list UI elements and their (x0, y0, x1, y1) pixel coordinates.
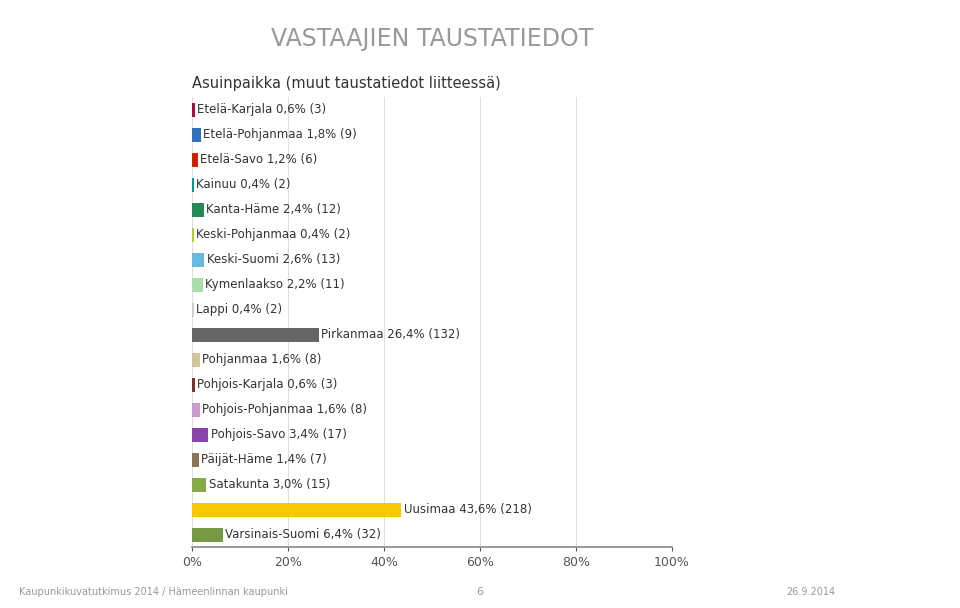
Bar (192, 153, 198, 167)
Text: Satakunta 3,0% (15): Satakunta 3,0% (15) (209, 478, 330, 491)
Text: Kaupunkikuvatutkimus 2014 / Hämeenlinnan kaupunki: Kaupunkikuvatutkimus 2014 / Hämeenlinnan… (19, 587, 288, 597)
Text: Päijät-Häme 1,4% (7): Päijät-Häme 1,4% (7) (202, 453, 326, 466)
Bar (192, 478, 206, 492)
Bar (192, 453, 199, 466)
Text: VASTAAJIEN TAUSTATIEDOT: VASTAAJIEN TAUSTATIEDOT (271, 27, 593, 51)
Bar (192, 253, 204, 267)
Text: Pohjois-Savo 3,4% (17): Pohjois-Savo 3,4% (17) (211, 428, 347, 441)
Bar (192, 503, 401, 517)
Bar (192, 278, 203, 292)
Bar (192, 378, 195, 392)
Text: Pirkanmaa 26,4% (132): Pirkanmaa 26,4% (132) (321, 328, 460, 341)
Text: Pohjanmaa 1,6% (8): Pohjanmaa 1,6% (8) (203, 353, 322, 366)
Text: Varsinais-Suomi 6,4% (32): Varsinais-Suomi 6,4% (32) (225, 528, 381, 541)
Bar (192, 428, 208, 441)
Text: Kymenlaakso 2,2% (11): Kymenlaakso 2,2% (11) (205, 278, 345, 291)
Bar (192, 353, 200, 367)
Text: Uusimaa 43,6% (218): Uusimaa 43,6% (218) (403, 503, 532, 516)
Text: 6: 6 (476, 587, 484, 597)
Bar (192, 103, 195, 117)
Bar (192, 128, 201, 142)
Text: Pohjois-Pohjanmaa 1,6% (8): Pohjois-Pohjanmaa 1,6% (8) (203, 403, 367, 416)
Text: Asuinpaikka (muut taustatiedot liitteessä): Asuinpaikka (muut taustatiedot liitteess… (192, 76, 501, 91)
Bar (192, 328, 319, 342)
Text: Etelä-Karjala 0,6% (3): Etelä-Karjala 0,6% (3) (198, 103, 326, 116)
Text: Etelä-Pohjanmaa 1,8% (9): Etelä-Pohjanmaa 1,8% (9) (204, 128, 357, 141)
Text: Lappi 0,4% (2): Lappi 0,4% (2) (196, 303, 282, 316)
Bar (192, 303, 194, 317)
Text: Kainuu 0,4% (2): Kainuu 0,4% (2) (196, 178, 291, 192)
Text: Keski-Suomi 2,6% (13): Keski-Suomi 2,6% (13) (207, 254, 340, 266)
Bar (192, 203, 204, 216)
Bar (192, 403, 200, 416)
Bar (192, 228, 194, 241)
Text: Pohjois-Karjala 0,6% (3): Pohjois-Karjala 0,6% (3) (198, 378, 338, 391)
Bar (192, 178, 194, 192)
Bar (192, 528, 223, 542)
Text: Etelä-Savo 1,2% (6): Etelä-Savo 1,2% (6) (200, 153, 318, 166)
Text: Kanta-Häme 2,4% (12): Kanta-Häme 2,4% (12) (205, 203, 341, 216)
Text: Keski-Pohjanmaa 0,4% (2): Keski-Pohjanmaa 0,4% (2) (196, 228, 350, 241)
Text: 26.9.2014: 26.9.2014 (786, 587, 835, 597)
